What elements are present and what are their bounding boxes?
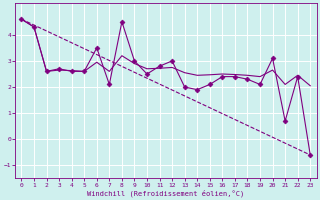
X-axis label: Windchill (Refroidissement éolien,°C): Windchill (Refroidissement éolien,°C)	[87, 189, 244, 197]
